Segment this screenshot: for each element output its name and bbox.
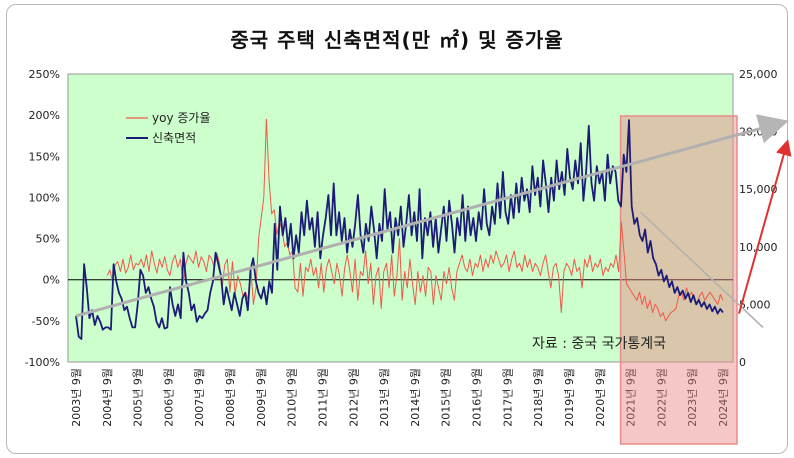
- x-tick-label: 2015년 9월: [440, 368, 453, 427]
- x-tick-label: 2004년 9월: [101, 368, 114, 427]
- trend-line-down: [640, 211, 764, 328]
- x-tick-label: 2020년 9월: [594, 368, 607, 427]
- y-left-tick-label: 250%: [29, 68, 60, 81]
- rebound-arrow: [738, 139, 792, 314]
- y-left-tick-label: 150%: [29, 150, 60, 163]
- x-tick-label: 2005년 9월: [132, 368, 145, 427]
- y-right-tick-label: 15,000: [739, 183, 778, 196]
- x-tick-label: 2024년 9월: [717, 368, 730, 427]
- y-left-tick-label: 50%: [36, 233, 60, 246]
- x-tick-label: 2018년 9월: [532, 368, 545, 427]
- legend-label: 신축면적: [152, 131, 196, 145]
- y-right-tick-label: 0: [739, 356, 746, 369]
- x-tick-label: 2010년 9월: [286, 368, 299, 427]
- highlight-region: [619, 115, 738, 445]
- y-left-tick-label: -50%: [32, 315, 60, 328]
- y-left-tick-label: -100%: [25, 356, 60, 369]
- y-right-tick-label: 25,000: [739, 68, 778, 81]
- chart-title: 중국 주택 신축면적(만 ㎡) 및 증가율: [230, 28, 564, 52]
- legend-label: yoy 증가율: [152, 111, 210, 125]
- x-tick-label: 2003년 9월: [70, 368, 83, 427]
- x-tick-label: 2021년 9월: [625, 368, 638, 427]
- y-left-tick-label: 0%: [43, 274, 60, 287]
- x-tick-label: 2017년 9월: [501, 368, 514, 427]
- x-tick-label: 2011년 9월: [316, 368, 329, 427]
- y-left-tick-label: 100%: [29, 191, 60, 204]
- x-tick-label: 2023년 9월: [686, 368, 699, 427]
- x-tick-label: 2019년 9월: [563, 368, 576, 427]
- x-tick-label: 2009년 9월: [255, 368, 268, 427]
- source-annotation: 자료 : 중국 국가통계국: [532, 336, 666, 352]
- y-left-tick-label: 200%: [29, 109, 60, 122]
- x-tick-label: 2013년 9월: [378, 368, 391, 427]
- x-tick-label: 2006년 9월: [162, 368, 175, 427]
- x-tick-label: 2008년 9월: [224, 368, 237, 427]
- x-tick-label: 2014년 9월: [409, 368, 422, 427]
- series-line-area: [75, 119, 724, 340]
- trend-arrow-up: [75, 114, 789, 318]
- x-tick-label: 2022년 9월: [655, 368, 668, 427]
- x-tick-label: 2007년 9월: [193, 368, 206, 427]
- y-right-tick-label: 5,000: [739, 298, 771, 311]
- series-line-yoy: [106, 118, 724, 322]
- x-tick-label: 2016년 9월: [471, 368, 484, 427]
- x-tick-label: 2012년 9월: [347, 368, 360, 427]
